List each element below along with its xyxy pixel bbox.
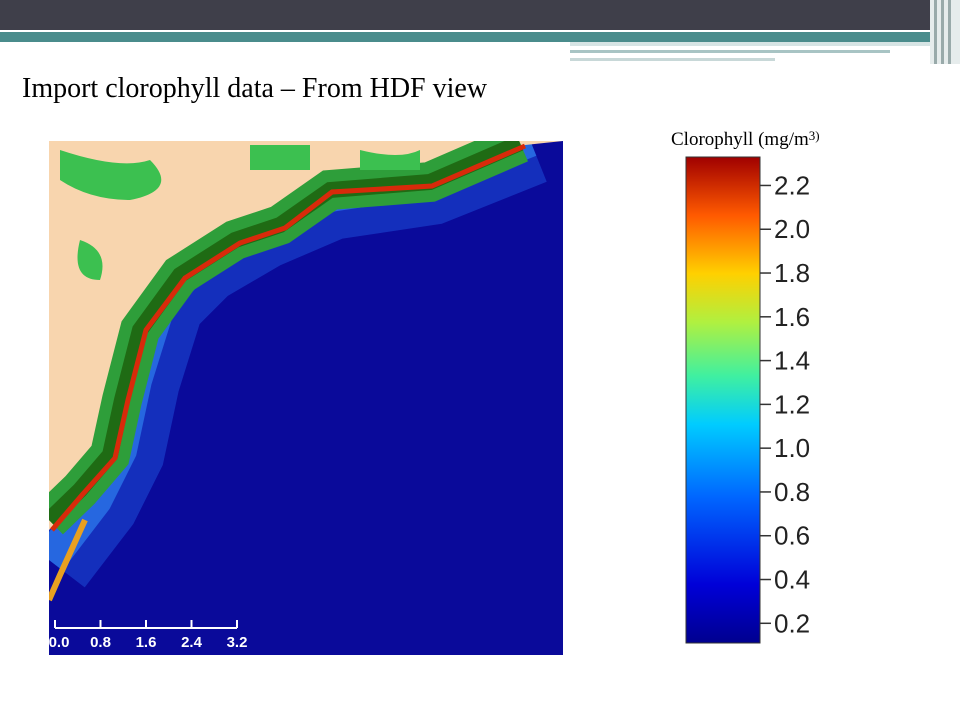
slide-title: Import clorophyll data – From HDF view xyxy=(22,73,488,104)
header-line xyxy=(570,50,890,53)
scale-bar-label: 1.6 xyxy=(136,634,157,651)
colorbar-tick-label: 1.4 xyxy=(774,346,810,376)
corner-line xyxy=(934,0,937,64)
colorbar-tick-label: 2.0 xyxy=(774,214,810,244)
corner-line xyxy=(948,0,951,64)
colorbar-tick-label: 2.2 xyxy=(774,170,810,200)
colorbar-tick-label: 1.8 xyxy=(774,258,810,288)
colorbar-tick-label: 1.6 xyxy=(774,302,810,332)
scale-bar-label: 0.8 xyxy=(90,634,111,651)
scale-bar-label: 0.0 xyxy=(49,634,70,651)
header-line xyxy=(570,42,960,46)
header-bar xyxy=(0,0,960,30)
corner-line xyxy=(941,0,944,64)
header-line xyxy=(570,58,775,61)
chlorophyll-map: 0.0 0.8 1.6 2.4 3.2 xyxy=(49,141,563,655)
colorbar-tick-label: 0.2 xyxy=(774,608,810,638)
colorbar-tick-label: 0.4 xyxy=(774,565,810,595)
colorbar-tick-label: 1.2 xyxy=(774,389,810,419)
colorbar-label-superscript: 3) xyxy=(809,128,820,143)
colorbar xyxy=(685,156,761,644)
colorbar-tick-label: 1.0 xyxy=(774,433,810,463)
colorbar-title: Clorophyll (mg/m3) xyxy=(671,128,820,150)
header-stripe xyxy=(0,32,960,42)
colorbar-tick-label: 0.6 xyxy=(774,521,810,551)
scale-bar-label: 3.2 xyxy=(227,634,248,651)
colorbar-tick-label: 0.8 xyxy=(774,477,810,507)
scale-bar-label: 2.4 xyxy=(181,634,203,651)
colorbar-label: Clorophyll (mg/m xyxy=(671,129,809,150)
